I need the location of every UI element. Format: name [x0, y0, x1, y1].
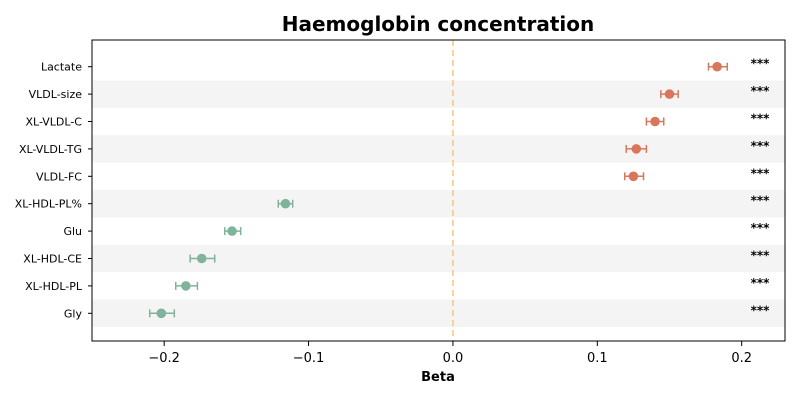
data-point: [664, 89, 675, 99]
data-row: XL-HDL-CE ***: [23, 249, 770, 266]
significance-label: ***: [751, 112, 771, 126]
row-band: [92, 80, 785, 108]
row-band: [92, 299, 785, 327]
data-point: [156, 308, 167, 319]
data-point: [712, 61, 722, 72]
row-band: [92, 135, 785, 163]
data-point: [650, 116, 660, 127]
significance-label: ***: [751, 166, 771, 180]
x-tick-label: −0.2: [148, 351, 180, 366]
data-row: VLDL-size ***: [29, 84, 770, 101]
y-tick-label: VLDL-size: [29, 88, 83, 101]
significance-label: ***: [751, 249, 771, 263]
y-tick-label: XL-HDL-PL: [25, 280, 83, 293]
significance-label: ***: [751, 139, 771, 153]
data-row: XL-VLDL-C ***: [25, 112, 770, 129]
y-tick-label: Glu: [63, 225, 82, 238]
x-tick-label: 0.2: [731, 351, 752, 366]
data-row: VLDL-FC ***: [36, 166, 770, 183]
row-band: [92, 190, 785, 218]
x-tick-label: 0.1: [587, 351, 608, 366]
x-axis: −0.2 −0.1 0.0 0.1 0.2: [148, 341, 752, 366]
data-row: Lactate ***: [41, 57, 770, 74]
data-point: [631, 144, 642, 154]
data-point: [628, 171, 639, 182]
y-tick-label: XL-VLDL-TG: [19, 143, 82, 156]
data-rows: Lactate ***VLDL-size ***XL-VLDL-C ***XL-VLD…: [15, 57, 770, 321]
y-tick-label: XL-HDL-PL%: [15, 198, 82, 211]
data-row: Gly ***: [64, 303, 770, 320]
plot-frame: [91, 39, 786, 342]
x-tick-label: −0.1: [293, 351, 325, 366]
y-tick-label: Lactate: [41, 61, 82, 74]
data-point: [196, 253, 207, 264]
significance-label: ***: [751, 84, 771, 98]
data-point: [181, 281, 191, 291]
data-row: XL-VLDL-TG ***: [19, 139, 770, 156]
significance-label: ***: [751, 303, 771, 317]
significance-label: ***: [751, 221, 771, 235]
chart-title: Haemoglobin concentration: [282, 12, 594, 36]
significance-label: ***: [751, 194, 771, 208]
x-tick-label: 0.0: [443, 351, 464, 366]
data-point: [280, 198, 291, 209]
data-row: XL-HDL-PL ***: [25, 276, 770, 293]
y-tick-label: VLDL-FC: [36, 170, 82, 183]
y-tick-label: XL-VLDL-C: [25, 116, 82, 129]
row-bands: [92, 80, 785, 327]
data-row: Glu ***: [63, 221, 770, 238]
y-tick-label: XL-HDL-CE: [23, 253, 82, 266]
y-tick-label: Gly: [64, 307, 83, 320]
data-point: [227, 226, 237, 236]
significance-label: ***: [751, 276, 771, 290]
x-axis-label: Beta: [421, 370, 455, 385]
data-row: XL-HDL-PL% ***: [15, 194, 770, 211]
significance-label: ***: [751, 57, 771, 71]
